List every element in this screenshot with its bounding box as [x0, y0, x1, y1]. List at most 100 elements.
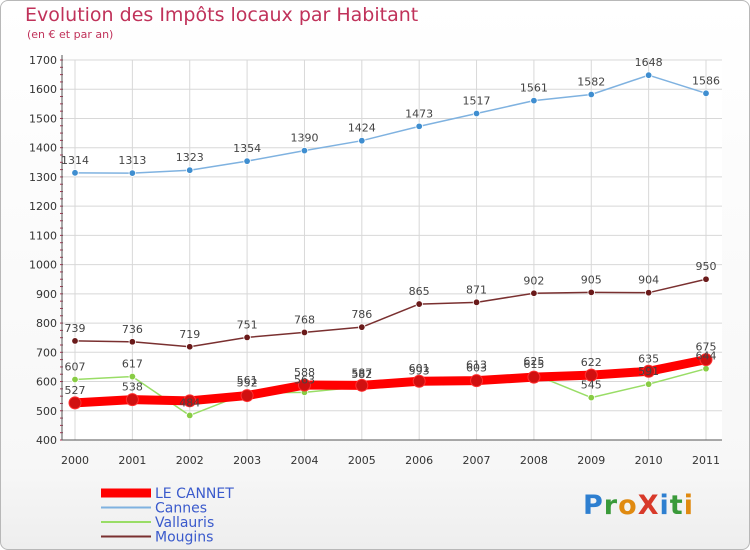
data-label-le-cannet: 552: [237, 377, 258, 390]
data-label-cannes: 1517: [463, 94, 491, 107]
data-point-le-cannet: [183, 394, 197, 408]
data-point-mougins: [128, 338, 137, 346]
x-tick-label: 2006: [405, 454, 433, 467]
y-tick-label: 600: [36, 376, 57, 389]
series-line-cannes: [74, 74, 707, 174]
x-tick-label: 2003: [233, 454, 261, 467]
data-label-le-cannet: 587: [351, 366, 372, 379]
data-label-le-cannet: 615: [523, 358, 544, 371]
data-label-mougins: 751: [237, 318, 258, 331]
data-point-vallauris: [71, 375, 79, 384]
data-point-le-cannet: [527, 370, 541, 384]
data-label-vallauris: 644: [696, 350, 717, 363]
data-point-le-cannet: [584, 368, 598, 382]
x-tick-label: 2008: [520, 454, 548, 467]
proxiti-logo: ProXiti: [583, 490, 694, 521]
data-label-cannes: 1586: [692, 74, 720, 87]
data-point-cannes: [186, 166, 194, 174]
legend-label-mougins: Mougins: [155, 530, 213, 546]
data-point-mougins: [415, 300, 423, 308]
data-point-le-cannet: [412, 374, 426, 388]
data-label-mougins: 739: [65, 322, 86, 335]
data-point-vallauris: [702, 364, 710, 373]
data-label-vallauris: 625: [523, 355, 544, 368]
data-label-le-cannet: 635: [638, 352, 659, 365]
data-label-le-cannet: 675: [696, 341, 717, 354]
data-point-vallauris: [644, 380, 653, 388]
data-label-mougins: 736: [122, 323, 143, 336]
series-line-le-cannet: [70, 355, 711, 408]
y-tick-label: 1700: [29, 54, 57, 67]
x-tick-label: 2000: [61, 454, 89, 467]
logo-letter: i: [683, 490, 694, 521]
data-point-le-cannet: [470, 374, 484, 388]
legend-label-vallauris: Vallauris: [155, 515, 214, 531]
data-point-mougins: [530, 289, 538, 297]
x-tick-label: 2009: [577, 454, 605, 467]
y-tick-label: 1100: [29, 229, 57, 242]
data-label-cannes: 1313: [118, 154, 146, 167]
data-point-cannes: [702, 89, 710, 98]
y-tick-label: 1300: [29, 171, 57, 184]
data-point-le-cannet: [125, 393, 139, 407]
x-tick-label: 2004: [290, 454, 318, 467]
data-point-mougins: [472, 298, 481, 307]
data-point-vallauris: [587, 393, 595, 402]
data-label-cannes: 1354: [233, 142, 261, 155]
y-tick-label: 500: [36, 405, 57, 418]
data-label-cannes: 1314: [61, 154, 89, 167]
data-label-le-cannet: 588: [294, 366, 315, 379]
data-label-cannes: 1561: [520, 82, 548, 95]
x-tick-label: 2005: [348, 454, 376, 467]
data-label-mougins: 768: [294, 313, 315, 326]
data-point-cannes: [358, 136, 366, 145]
data-point-le-cannet: [297, 378, 311, 392]
y-tick-label: 1000: [29, 259, 57, 272]
data-label-vallauris: 545: [581, 379, 602, 392]
data-point-le-cannet: [68, 396, 82, 410]
y-tick-label: 1600: [29, 83, 57, 96]
data-label-vallauris: 582: [351, 368, 372, 381]
data-point-cannes: [71, 169, 79, 177]
data-label-mougins: 950: [696, 260, 717, 273]
x-tick-label: 2011: [692, 454, 720, 467]
data-label-cannes: 1648: [635, 56, 663, 69]
data-point-cannes: [128, 169, 137, 177]
logo-letter: i: [659, 490, 670, 521]
data-point-cannes: [243, 157, 251, 165]
data-point-vallauris: [128, 372, 137, 381]
data-label-cannes: 1323: [176, 151, 204, 164]
data-label-mougins: 865: [409, 285, 430, 298]
data-point-mougins: [358, 323, 366, 331]
data-point-vallauris: [186, 411, 194, 420]
logo-letter: r: [603, 490, 619, 521]
logo-letter: X: [637, 490, 660, 521]
data-label-mougins: 719: [179, 328, 200, 341]
data-label-cannes: 1582: [577, 75, 605, 88]
x-tick-label: 2007: [463, 454, 491, 467]
data-point-mougins: [186, 343, 194, 351]
series-line-mougins: [74, 278, 707, 348]
data-label-vallauris: 593: [409, 365, 430, 378]
data-point-mougins: [587, 288, 595, 297]
y-tick-label: 700: [36, 346, 57, 359]
data-label-cannes: 1473: [405, 107, 433, 120]
data-point-mougins: [71, 337, 79, 345]
data-label-vallauris: 563: [294, 373, 315, 386]
chart-subtitle: (en € et par an): [27, 28, 114, 41]
y-tick-label: 1200: [29, 200, 57, 213]
data-point-mougins: [702, 275, 710, 283]
data-point-cannes: [300, 146, 309, 155]
data-label-vallauris: 617: [122, 358, 143, 371]
data-label-cannes: 1424: [348, 122, 376, 135]
x-tick-label: 2010: [635, 454, 663, 467]
data-label-vallauris: 607: [65, 360, 86, 373]
data-label-mougins: 904: [638, 274, 659, 287]
data-point-cannes: [530, 96, 538, 105]
chart-title: Evolution des Impôts locaux par Habitant: [25, 4, 419, 26]
data-label-le-cannet: 601: [409, 362, 430, 375]
data-point-le-cannet: [240, 389, 254, 403]
x-tick-label: 2001: [118, 454, 146, 467]
logo-letter: P: [583, 490, 604, 521]
